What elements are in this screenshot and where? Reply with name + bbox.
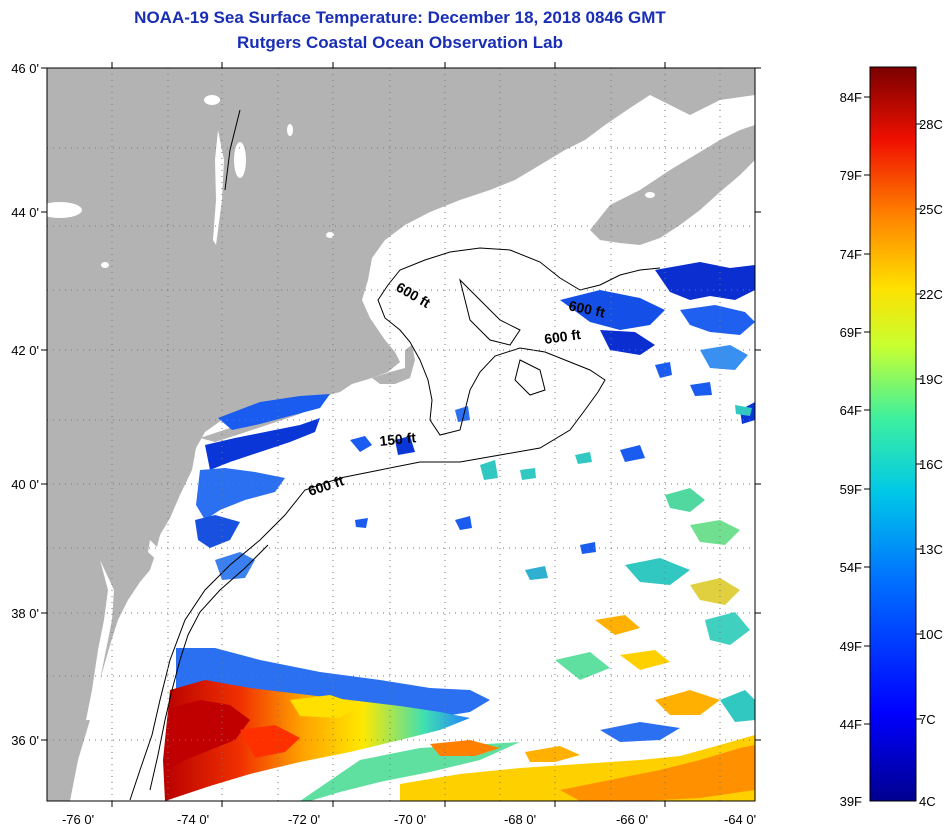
- lat-label: 36 0': [11, 733, 39, 748]
- chesapeake-bay: [86, 560, 114, 720]
- lake-champlain: [213, 130, 224, 245]
- colorbar-f-label: 79F: [840, 168, 862, 183]
- colorbar-f-label: 39F: [840, 794, 862, 809]
- lat-label: 38 0': [11, 606, 39, 621]
- land-nova-scotia: [590, 125, 755, 245]
- colorbar-f-label: 84F: [840, 90, 862, 105]
- lon-label: -72 0': [288, 812, 320, 827]
- colorbar-f-label: 69F: [840, 325, 862, 340]
- map-title: NOAA-19 Sea Surface Temperature: Decembe…: [134, 8, 666, 27]
- contour-label: 600 ft: [567, 297, 606, 320]
- colorbar-f-label: 59F: [840, 482, 862, 497]
- colorbar-c-label: 28C: [919, 117, 943, 132]
- map-frame: [46, 67, 756, 802]
- lon-label: -64 0': [724, 812, 756, 827]
- axis-ticks: [41, 62, 761, 807]
- map-area: [47, 68, 755, 801]
- lon-label: -66 0': [616, 812, 648, 827]
- colorbar-c-label: 4C: [919, 794, 936, 809]
- colorbar-f-label: 44F: [840, 717, 862, 732]
- land-cape-cod: [372, 345, 415, 384]
- delaware-bay: [148, 540, 165, 565]
- colorbar-c-label: 19C: [919, 372, 943, 387]
- lat-label: 44 0': [11, 205, 39, 220]
- colorbar-f-label: 64F: [840, 403, 862, 418]
- cold-water-patches-ne: [560, 262, 755, 396]
- lon-label: -70 0': [394, 812, 426, 827]
- sst-scattered-pixels: [355, 445, 750, 715]
- contour-150ft: [149, 544, 269, 791]
- bathymetry-contours: [129, 109, 661, 801]
- contour-label: 600 ft: [543, 326, 582, 347]
- colorbar: [869, 66, 917, 802]
- lon-label: -74 0': [177, 812, 209, 827]
- colorbar-c-label: 7C: [919, 712, 936, 727]
- colorbar-c-label: 16C: [919, 457, 943, 472]
- lat-label: 40 0': [11, 477, 39, 492]
- cold-water-band: [195, 394, 755, 580]
- graticule: [47, 68, 755, 801]
- colorbar-c-label: 10C: [919, 627, 943, 642]
- land-mainland: [47, 68, 755, 801]
- colorbar-c-label: 22C: [919, 287, 943, 302]
- colorbar-c-label: 25C: [919, 202, 943, 217]
- colorbar-f-label: 54F: [840, 560, 862, 575]
- lat-label: 46 0': [11, 61, 39, 76]
- lat-label: 42 0': [11, 343, 39, 358]
- lon-label: -68 0': [504, 812, 536, 827]
- colorbar-f-label: 74F: [840, 247, 862, 262]
- lon-label: -76 0': [62, 812, 94, 827]
- colorbar-f-label: 49F: [840, 639, 862, 654]
- lake-ontario: [47, 202, 82, 218]
- colorbar-c-label: 13C: [919, 542, 943, 557]
- map-subtitle: Rutgers Coastal Ocean Observation Lab: [237, 33, 563, 52]
- contour-label: 150 ft: [379, 429, 417, 449]
- contour-600ft: [129, 247, 661, 801]
